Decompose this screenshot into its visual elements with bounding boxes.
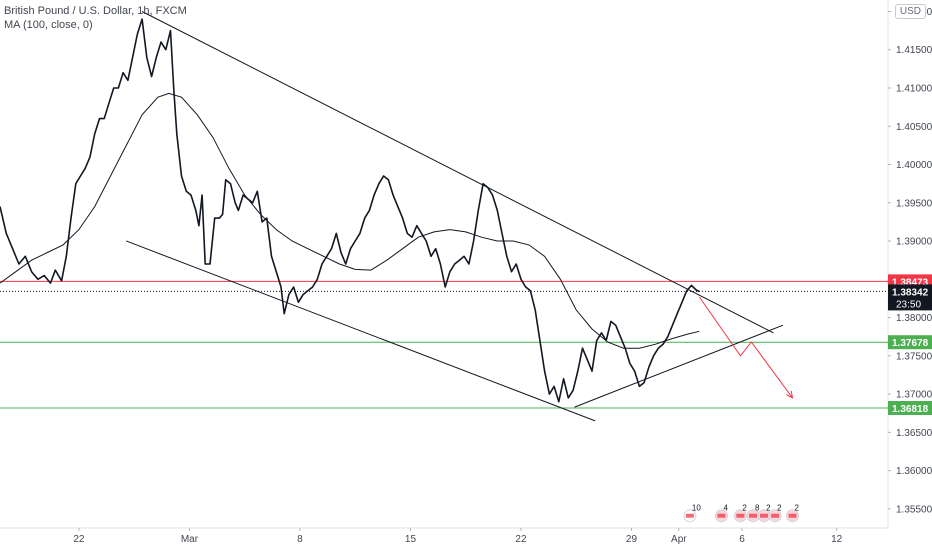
y-tick-label: 1.39500 (896, 198, 932, 209)
event-count-label: 2 (742, 504, 747, 513)
event-flag-stripe (788, 513, 797, 518)
event-count-label: 8 (755, 504, 760, 513)
event-count-label: 10 (692, 504, 701, 513)
currency-button[interactable]: USD (894, 4, 926, 19)
x-tick-label: 6 (739, 534, 745, 545)
y-tick-label: 1.36500 (896, 428, 932, 439)
level-price-tag (888, 335, 932, 350)
y-tick-label: 1.36000 (896, 466, 932, 477)
event-count-label: 2 (777, 504, 782, 513)
price-line[interactable] (0, 18, 700, 403)
x-tick-label: 15 (405, 534, 417, 545)
event-count-label: 4 (723, 504, 728, 513)
x-tick-label: 22 (515, 534, 527, 545)
trendline[interactable] (574, 324, 784, 408)
symbol-title[interactable]: British Pound / U.S. Dollar, 1h, FXCM (4, 5, 187, 17)
y-tick-label: 1.37000 (896, 390, 932, 401)
trendline[interactable] (141, 11, 774, 334)
level-price-label: 1.36818 (892, 404, 929, 415)
y-tick-label: 1.40500 (896, 122, 932, 133)
level-price-label: 1.38473 (892, 277, 929, 288)
event-flag-stripe (749, 513, 758, 518)
event-flag-stripe (717, 513, 726, 518)
indicator-label[interactable]: MA (100, close, 0) (4, 19, 93, 31)
current-price-label: 1.38342 (892, 287, 929, 298)
projection-arrowhead (786, 390, 794, 399)
event-flag-stripe (685, 513, 694, 518)
x-tick-label: Apr (671, 534, 687, 545)
trendline[interactable] (126, 240, 596, 422)
event-flag-stripe (736, 513, 745, 518)
y-tick-label: 1.41500 (896, 45, 932, 56)
y-tick-label: 1.37500 (896, 351, 932, 362)
event-flag-stripe (771, 513, 780, 518)
current-price-tag (888, 284, 932, 311)
x-tick-label: 8 (297, 534, 303, 545)
x-tick-label: Mar (181, 534, 199, 545)
y-tick-label: 1.38000 (896, 313, 932, 324)
x-tick-label: 12 (831, 534, 843, 545)
level-price-label: 1.37678 (892, 338, 929, 349)
projection-path[interactable] (698, 296, 793, 399)
bar-countdown-label: 23:50 (896, 299, 921, 310)
y-tick-label: 1.39000 (896, 237, 932, 248)
event-count-label: 2 (794, 504, 799, 513)
x-tick-label: 29 (626, 534, 638, 545)
y-tick-label: 1.40000 (896, 160, 932, 171)
x-tick-label: 22 (73, 534, 85, 545)
ma-line[interactable] (0, 92, 700, 349)
chart-legend: British Pound / U.S. Dollar, 1h, FXCM MA… (4, 4, 187, 32)
y-tick-label: 1.41000 (896, 84, 932, 95)
event-count-label: 2 (766, 504, 771, 513)
y-tick-label: 1.35500 (896, 504, 932, 515)
event-flag-stripe (760, 513, 769, 518)
level-price-tag (888, 401, 932, 416)
